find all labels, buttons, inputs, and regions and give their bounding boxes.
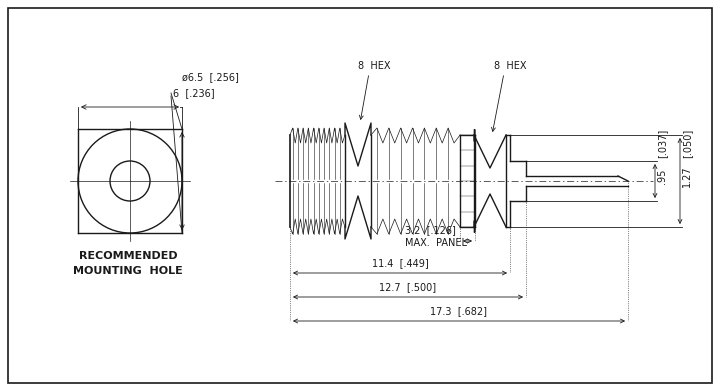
Text: 1.27: 1.27 [682,165,692,187]
Text: MOUNTING  HOLE: MOUNTING HOLE [73,266,183,276]
Text: 12.7  [.500]: 12.7 [.500] [379,282,436,292]
Text: ø6.5  [.256]: ø6.5 [.256] [182,72,239,82]
Text: 3.2  [.126]: 3.2 [.126] [405,225,456,235]
Text: RECOMMENDED: RECOMMENDED [78,251,177,261]
Text: 8  HEX: 8 HEX [494,61,526,71]
Text: 17.3  [.682]: 17.3 [.682] [431,306,487,316]
Text: 11.4  [.449]: 11.4 [.449] [372,258,428,268]
Text: 8  HEX: 8 HEX [358,61,390,71]
Text: MAX.  PANEL: MAX. PANEL [405,238,467,248]
Text: 6  [.236]: 6 [.236] [173,88,215,98]
Text: [.050]: [.050] [682,128,692,158]
Text: .95: .95 [657,168,667,184]
Text: [.037]: [.037] [657,128,667,158]
